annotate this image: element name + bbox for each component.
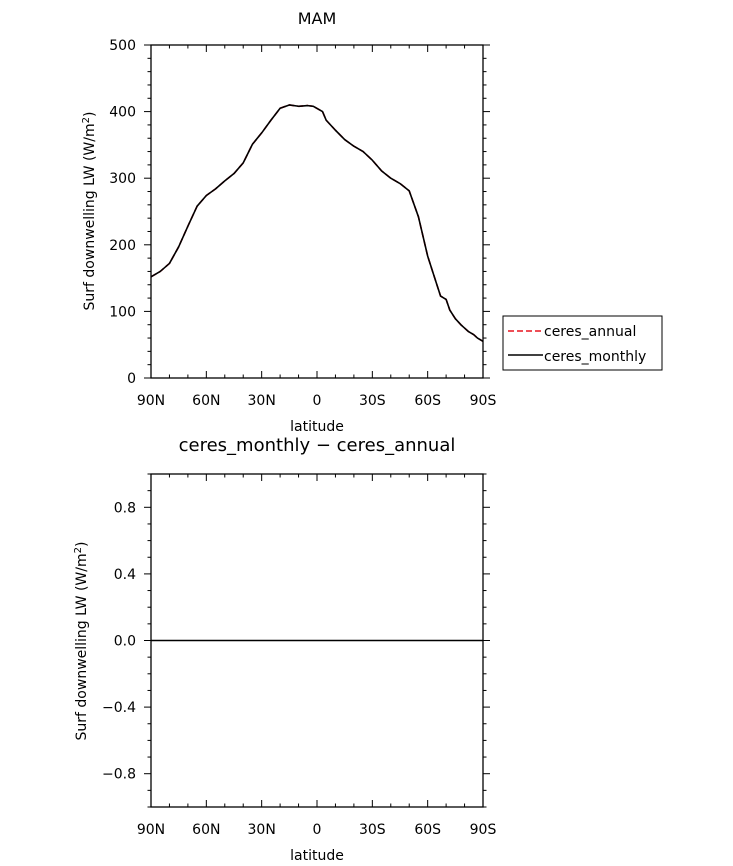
- chart-title: ceres_monthly − ceres_annual: [179, 435, 456, 456]
- bottom-panel: ceres_monthly − ceres_annual Surf downwe…: [73, 435, 496, 864]
- x-tick-label: 90N: [137, 822, 165, 838]
- y-tick-label: 500: [109, 38, 136, 54]
- y-tick-label: 0.4: [114, 567, 136, 583]
- y-tick-label: 300: [109, 171, 136, 187]
- y-tick-label: 100: [109, 304, 136, 320]
- x-tick-label: 30N: [248, 822, 276, 838]
- plot-frame: [150, 473, 484, 808]
- series-line-ceres-monthly: [150, 104, 484, 343]
- x-tick-label: 60S: [414, 393, 441, 409]
- legend-label-ceres-annual: ceres_annual: [544, 324, 636, 340]
- y-tick-label: 200: [109, 238, 136, 254]
- y-tick-label: 400: [109, 105, 136, 121]
- x-tick-label: 60S: [414, 822, 441, 838]
- top-panel: MAM Surf downwelling LW (W/m2) 0 100 200 30…: [81, 9, 663, 435]
- legend: ceres_annual ceres_monthly: [502, 315, 663, 371]
- x-tick-labels: 90N 60N 30N 0 30S 60S 90S: [137, 822, 497, 838]
- legend-box: [502, 315, 663, 371]
- x-tick-label: 90S: [470, 393, 497, 409]
- y-axis-label-sup: 2: [73, 547, 84, 553]
- y-tick-label: 0.0: [114, 634, 136, 650]
- y-tick-label: 0: [127, 371, 136, 387]
- y-tick-label: 0.8: [114, 500, 136, 516]
- x-tick-labels: 90N 60N 30N 0 30S 60S 90S: [137, 393, 497, 409]
- x-axis-label: latitude: [290, 419, 344, 435]
- y-tick-label: −0.8: [102, 767, 136, 783]
- y-axis-label-tail: ): [82, 112, 98, 117]
- x-axis-label: latitude: [290, 848, 344, 864]
- chart-title: MAM: [298, 9, 337, 28]
- x-tick-label: 90S: [470, 822, 497, 838]
- legend-label-ceres-monthly: ceres_monthly: [544, 349, 646, 365]
- x-tick-label: 0: [313, 393, 322, 409]
- x-tick-label: 90N: [137, 393, 165, 409]
- y-tick-labels: −0.8 −0.4 0.0 0.4 0.8: [102, 500, 136, 782]
- x-tick-label: 30N: [248, 393, 276, 409]
- axis-ticks: [144, 44, 490, 379]
- y-tick-label: −0.4: [102, 700, 136, 716]
- y-axis-label-sup: 2: [81, 117, 92, 123]
- y-axis-label-main: Surf downwelling LW (W/m: [74, 553, 90, 740]
- x-tick-label: 30S: [359, 393, 386, 409]
- y-axis-label: Surf downwelling LW (W/m2): [73, 542, 90, 741]
- series-group: [150, 104, 484, 343]
- y-axis-label-text: Surf downwelling LW (W/m2): [73, 542, 90, 741]
- axis-ticks: [144, 473, 490, 808]
- plot-frame: [150, 44, 484, 379]
- y-axis-label-main: Surf downwelling LW (W/m: [82, 123, 98, 310]
- x-tick-label: 60N: [192, 822, 220, 838]
- y-tick-labels: 0 100 200 300 400 500: [109, 38, 136, 387]
- x-tick-label: 30S: [359, 822, 386, 838]
- x-tick-label: 0: [313, 822, 322, 838]
- y-axis-label: Surf downwelling LW (W/m2): [81, 112, 98, 311]
- y-axis-label-tail: ): [74, 542, 90, 547]
- y-axis-label-text: Surf downwelling LW (W/m2): [81, 112, 98, 311]
- x-tick-label: 60N: [192, 393, 220, 409]
- series-line-ceres-annual: [150, 104, 484, 343]
